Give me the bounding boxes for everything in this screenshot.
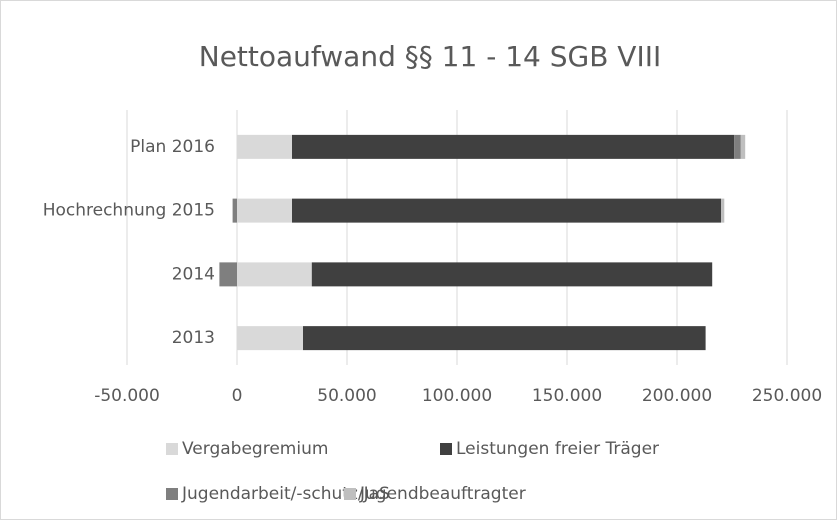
bar: [232, 198, 237, 223]
y-tick-label: 2014: [172, 264, 215, 284]
bar: [237, 134, 292, 159]
x-tick-label: 100.000: [422, 386, 492, 406]
x-tick-label: 250.000: [752, 386, 822, 406]
bar: [734, 134, 741, 159]
legend-swatch: [166, 488, 178, 500]
bar: [292, 198, 721, 223]
x-tick-label: 0: [232, 386, 243, 406]
y-tick-label: Plan 2016: [130, 137, 215, 157]
legend-swatch: [440, 443, 452, 455]
bar: [219, 262, 237, 287]
x-tick-label: 50.000: [317, 386, 376, 406]
y-tick-label: Hochrechnung 2015: [43, 201, 215, 221]
x-tick-label: 150.000: [532, 386, 602, 406]
chart-title: Nettoaufwand §§ 11 - 14 SGB VIII: [199, 40, 661, 73]
y-tick-label: 2013: [172, 328, 215, 348]
bar: [237, 198, 292, 223]
legend-swatch: [344, 488, 356, 500]
x-tick-label: -50.000: [94, 386, 160, 406]
legend-swatch: [166, 443, 178, 455]
legend-label: Jugendarbeit/-schutz/JaS: [181, 484, 390, 504]
bar: [237, 326, 303, 351]
bar: [311, 262, 713, 287]
x-tick-label: 200.000: [642, 386, 712, 406]
bar: [292, 134, 735, 159]
bar: [721, 198, 725, 223]
legend-label: Leistungen freier Träger: [456, 439, 659, 459]
legend-label: Jugendbeauftragter: [359, 484, 526, 504]
legend-label: Vergabegremium: [182, 439, 328, 459]
bar: [237, 262, 312, 287]
bar: [740, 134, 746, 159]
bar: [303, 326, 706, 351]
